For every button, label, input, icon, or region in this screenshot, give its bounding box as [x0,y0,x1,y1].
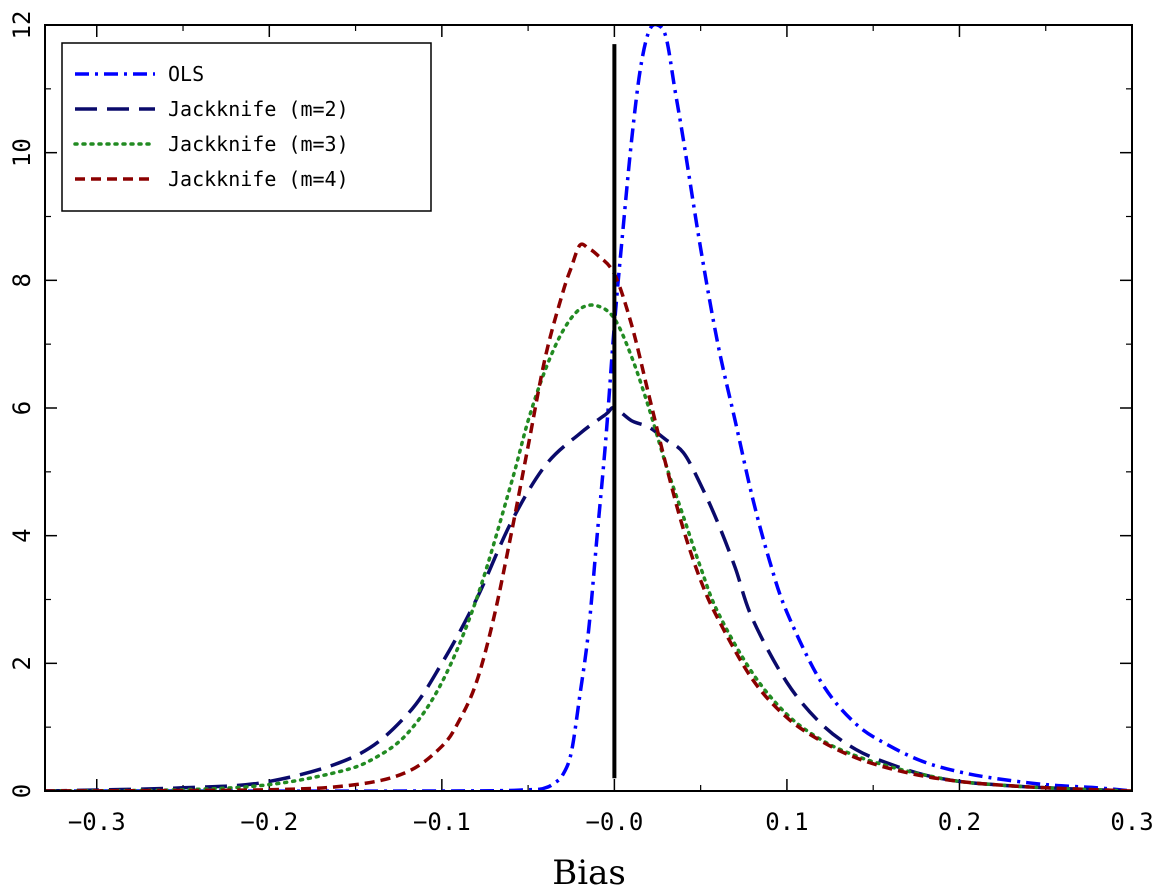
x-tick-label: −0.1 [413,808,471,836]
y-tick-label: 6 [8,401,36,415]
x-tick-label: −0.0 [585,808,643,836]
legend-items: OLS Jackknife (m=2) Jackknife (m=3) Jackkni… [73,62,349,191]
y-tick-label: 12 [8,11,36,40]
legend-label-jackknife-m-4: Jackknife (m=4) [168,167,349,191]
x-tick-label: 0.1 [765,808,808,836]
y-tick-label: 0 [8,784,36,798]
x-tick-label: 0.3 [1110,808,1153,836]
legend-box [61,42,432,212]
x-tick-label: −0.3 [68,808,126,836]
x-tick-label: 0.2 [938,808,981,836]
y-tick-label: 2 [8,656,36,670]
tick-labels-layer: −0.3 −0.2 −0.1 −0.0 0.1 0.2 0.3 0 2 4 6 8 10 12 [8,11,1154,836]
plot-frame [44,24,1133,792]
legend-label-jackknife-m-3: Jackknife (m=3) [168,132,349,156]
series-line-jackknife-m-3 [45,303,1132,791]
x-axis-title: Bias [552,853,626,892]
y-tick-label: 10 [8,138,36,167]
legend: OLS Jackknife (m=2) Jackknife (m=3) Jackkni… [61,42,432,212]
legend-label-jackknife-m-2: Jackknife (m=2) [168,97,349,121]
legend-label-ols: OLS [168,62,204,86]
y-tick-label: 8 [8,273,36,287]
x-tick-label: −0.2 [240,808,298,836]
y-tick-label: 4 [8,528,36,542]
series-line-jackknife-m-4 [45,242,1132,791]
